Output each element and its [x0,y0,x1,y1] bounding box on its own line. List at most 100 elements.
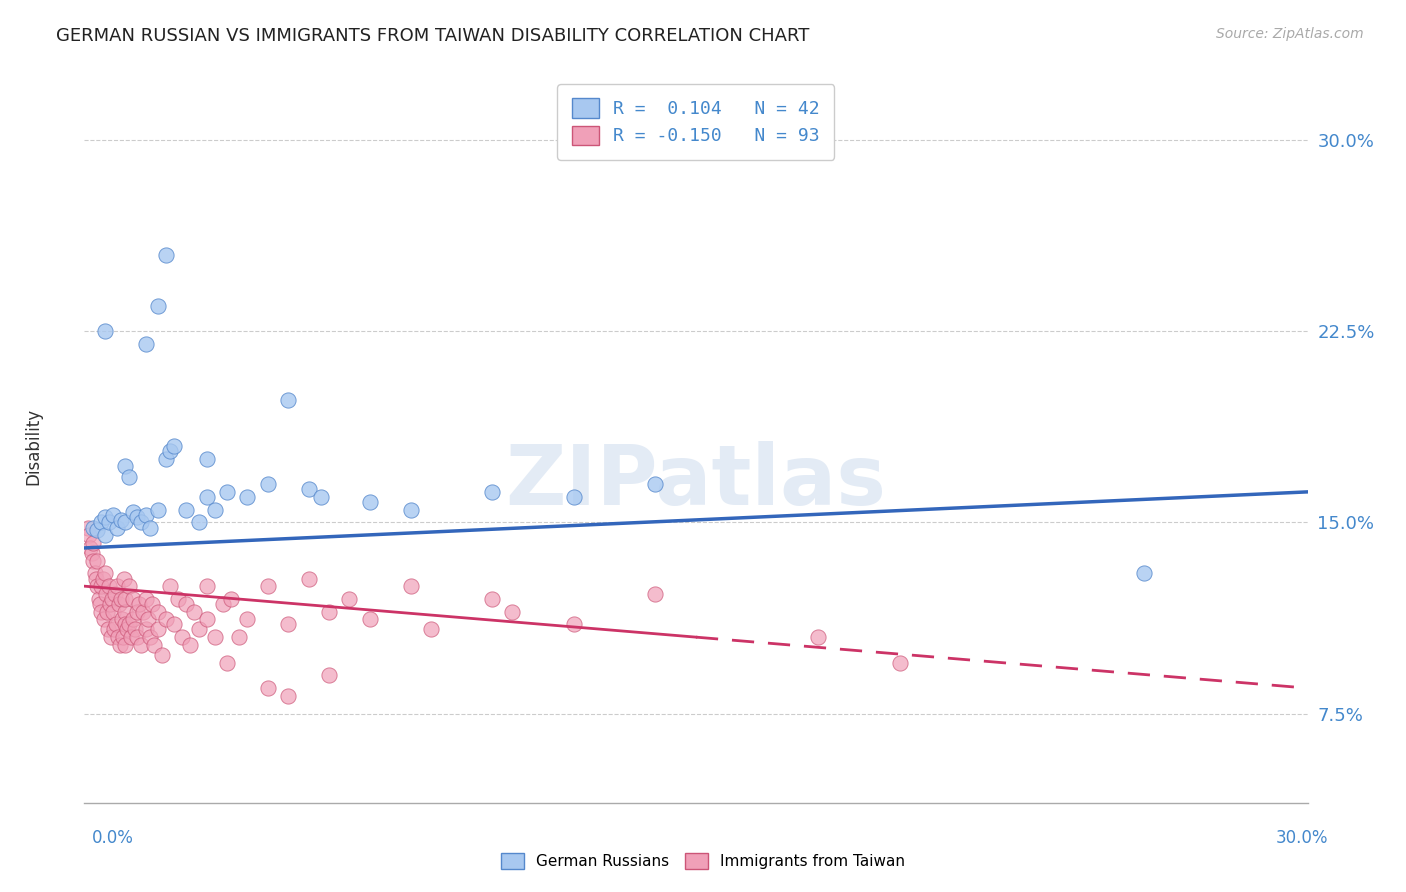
Text: 0.0%: 0.0% [91,829,134,847]
Point [141,597,163,611]
Point [420,623,443,637]
Point [172,630,194,644]
Point [82,536,104,550]
Point [103,623,125,637]
Point [257,579,280,593]
Point [108,597,131,611]
Point [399,502,422,516]
Point [257,681,280,695]
Point [138,630,160,644]
Point [90,605,112,619]
Point [101,605,124,619]
Point [481,591,503,606]
Point [155,612,177,626]
Point [318,605,340,619]
Point [179,638,201,652]
Point [112,630,135,644]
Point [277,393,299,408]
Point [146,623,169,637]
Point [114,638,136,652]
Text: GERMAN RUSSIAN VS IMMIGRANTS FROM TAIWAN DISABILITY CORRELATION CHART: GERMAN RUSSIAN VS IMMIGRANTS FROM TAIWAN… [56,27,810,45]
Point [277,617,299,632]
Point [105,520,128,534]
Point [93,324,115,338]
Point [807,630,830,644]
Point [114,459,136,474]
Point [219,591,242,606]
Text: ZIPatlas: ZIPatlas [506,442,886,522]
Point [127,510,149,524]
Point [204,630,226,644]
Point [105,617,128,632]
Point [122,505,145,519]
Point [114,516,136,530]
Point [118,579,141,593]
Point [79,541,101,555]
Point [309,490,332,504]
Point [104,587,127,601]
Point [135,337,157,351]
Point [183,605,205,619]
Point [195,451,218,466]
Point [644,587,666,601]
Point [120,630,142,644]
Point [90,579,112,593]
Point [136,612,159,626]
Point [174,502,197,516]
Point [112,572,135,586]
Point [98,597,121,611]
Point [86,523,108,537]
Y-axis label: Disability: Disability [25,408,42,484]
Point [135,591,157,606]
Point [174,597,197,611]
Point [159,579,181,593]
Legend: German Russians, Immigrants from Taiwan: German Russians, Immigrants from Taiwan [495,847,911,875]
Point [107,630,129,644]
Point [562,617,585,632]
Point [146,502,169,516]
Point [339,591,361,606]
Point [187,516,209,530]
Point [236,490,259,504]
Point [138,520,160,534]
Point [93,528,115,542]
Point [122,591,145,606]
Point [562,490,585,504]
Point [131,516,153,530]
Point [80,546,103,560]
Point [481,484,503,499]
Point [77,520,100,534]
Point [167,591,190,606]
Point [87,591,110,606]
Point [77,528,100,542]
Point [91,572,114,586]
Point [502,605,524,619]
Point [195,579,218,593]
Point [155,451,177,466]
Point [82,554,104,568]
Point [114,591,136,606]
Point [93,612,115,626]
Point [115,623,138,637]
Point [318,668,340,682]
Point [105,579,128,593]
Point [83,566,105,581]
Point [127,630,149,644]
Point [97,579,120,593]
Point [298,572,321,586]
Point [114,617,136,632]
Point [159,444,181,458]
Point [195,490,218,504]
Point [131,638,153,652]
Point [100,630,122,644]
Legend: R =  0.104   N = 42, R = -0.150   N = 93: R = 0.104 N = 42, R = -0.150 N = 93 [557,84,835,160]
Point [124,623,146,637]
Point [127,605,149,619]
Point [217,484,239,499]
Point [359,495,381,509]
Point [118,469,141,483]
Point [146,605,169,619]
Point [101,591,124,606]
Point [97,516,120,530]
Point [163,439,186,453]
